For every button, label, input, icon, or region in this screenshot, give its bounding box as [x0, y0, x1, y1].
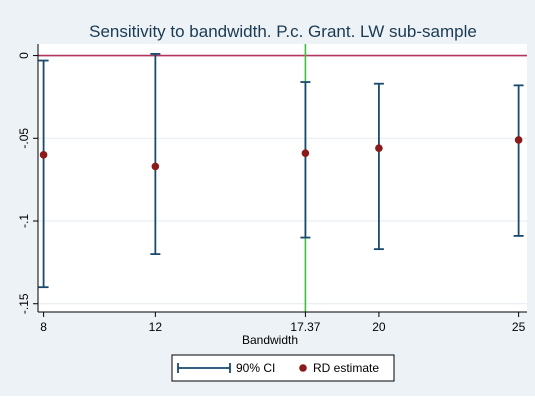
rd-estimate-point	[301, 149, 310, 157]
rd-estimate-point	[514, 136, 523, 144]
x-tick-label: 12	[149, 320, 163, 334]
y-tick-label: -.15	[17, 293, 31, 314]
y-tick-label: 0	[17, 52, 31, 59]
plot-area	[38, 44, 527, 312]
rd-estimate-point	[151, 162, 160, 171]
chart-title: Sensitivity to bandwidth. P.c. Grant. LW…	[89, 22, 477, 41]
legend-estimate-label: RD estimate	[313, 361, 379, 375]
x-axis-label: Bandwidth	[242, 333, 298, 347]
legend: 90% CI RD estimate	[171, 354, 395, 382]
x-tick-label: 20	[372, 320, 386, 334]
x-tick-label: 8	[40, 320, 47, 334]
y-tick-label: -.1	[17, 214, 31, 228]
y-tick-label: -.05	[17, 128, 31, 149]
estimate-series	[39, 136, 523, 171]
rd-estimate-point	[375, 144, 383, 153]
axes: 0 -.05 -.1 -.15 8 12 17.37 20 25	[17, 44, 527, 334]
x-tick-label: 25	[512, 320, 526, 334]
x-tick-label: 17.37	[290, 320, 320, 334]
legend-estimate-swatch	[299, 364, 307, 372]
ci-series	[38, 53, 524, 289]
legend-ci-label: 90% CI	[236, 361, 275, 375]
rd-estimate-point	[39, 151, 48, 159]
